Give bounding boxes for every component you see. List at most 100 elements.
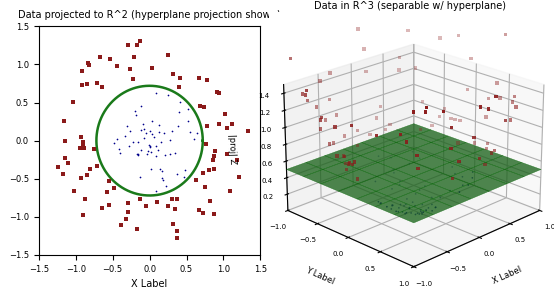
Point	[98, 205, 107, 210]
Point	[154, 130, 163, 134]
Point	[81, 197, 90, 201]
Point	[134, 152, 142, 157]
Point	[148, 119, 157, 124]
Point	[125, 144, 134, 149]
Point	[206, 199, 214, 203]
Point	[83, 173, 91, 178]
Point	[202, 142, 211, 146]
Point	[198, 211, 207, 215]
Point	[135, 197, 144, 201]
Point	[173, 197, 182, 201]
Point	[167, 197, 176, 201]
Point	[175, 110, 183, 115]
Point	[110, 186, 119, 190]
Point	[136, 127, 145, 132]
Point	[222, 126, 231, 131]
Point	[145, 144, 154, 149]
Point	[124, 43, 132, 48]
Point	[210, 212, 219, 217]
Point	[189, 137, 198, 142]
Point	[129, 77, 137, 81]
Point	[106, 56, 115, 61]
Point	[78, 139, 87, 144]
Point	[140, 126, 148, 131]
Point	[85, 166, 94, 171]
Point	[152, 154, 161, 159]
Point	[131, 113, 140, 117]
Point	[212, 90, 221, 95]
Y-axis label: Y Label: Y Label	[0, 123, 3, 159]
Point	[221, 112, 230, 117]
Point	[105, 202, 114, 207]
Point	[161, 152, 170, 157]
Point	[113, 64, 122, 68]
Point	[150, 134, 158, 139]
Point	[92, 80, 101, 85]
Point	[148, 66, 157, 71]
Point	[159, 131, 168, 135]
Point	[172, 172, 181, 177]
Point	[195, 76, 204, 81]
Point	[142, 130, 151, 135]
Point	[132, 151, 141, 156]
Point	[142, 151, 151, 156]
Point	[117, 222, 126, 227]
Point	[181, 168, 189, 172]
Point	[171, 206, 180, 211]
Point	[135, 175, 144, 180]
Point	[129, 55, 138, 59]
Point	[126, 128, 135, 133]
Point	[191, 178, 200, 182]
Point	[226, 189, 235, 193]
Point	[163, 53, 172, 57]
Point	[171, 151, 179, 155]
Point	[233, 157, 242, 162]
X-axis label: X Label: X Label	[131, 279, 168, 289]
Point	[130, 109, 139, 113]
Point	[116, 151, 125, 155]
Point	[122, 216, 131, 221]
Point	[125, 67, 134, 71]
Point	[84, 61, 93, 66]
Point	[129, 139, 137, 144]
Point	[195, 208, 204, 212]
Point	[196, 103, 205, 108]
Point	[172, 236, 181, 240]
Point	[199, 171, 208, 176]
Point	[244, 128, 253, 133]
Point	[166, 137, 175, 142]
Point	[75, 146, 84, 150]
Point	[83, 81, 91, 86]
Point	[209, 166, 218, 171]
Point	[164, 204, 173, 209]
Point	[174, 84, 183, 89]
Point	[102, 190, 111, 195]
Point	[186, 130, 195, 134]
Point	[89, 146, 98, 151]
Point	[203, 77, 212, 82]
Point	[153, 148, 162, 153]
Point	[78, 213, 87, 217]
Point	[60, 139, 69, 144]
Point	[210, 154, 219, 159]
Point	[120, 134, 129, 139]
Point	[124, 201, 133, 205]
Point	[95, 55, 104, 59]
X-axis label: X Label: X Label	[491, 265, 524, 286]
Point	[110, 140, 119, 145]
Point	[59, 119, 68, 124]
Point	[201, 185, 210, 190]
Point	[172, 229, 181, 233]
Point	[84, 63, 93, 67]
Title: Data in R^3 (separable w/ hyperplane): Data in R^3 (separable w/ hyperplane)	[314, 1, 506, 11]
Point	[78, 83, 86, 87]
Point	[223, 152, 232, 157]
Title: Data projected to R^2 (hyperplane projection shown): Data projected to R^2 (hyperplane projec…	[18, 10, 281, 20]
Point	[168, 72, 177, 77]
Point	[155, 122, 163, 127]
Point	[76, 176, 85, 180]
Point	[173, 124, 182, 128]
Point	[205, 168, 214, 173]
Point	[211, 149, 219, 153]
Point	[134, 140, 142, 145]
